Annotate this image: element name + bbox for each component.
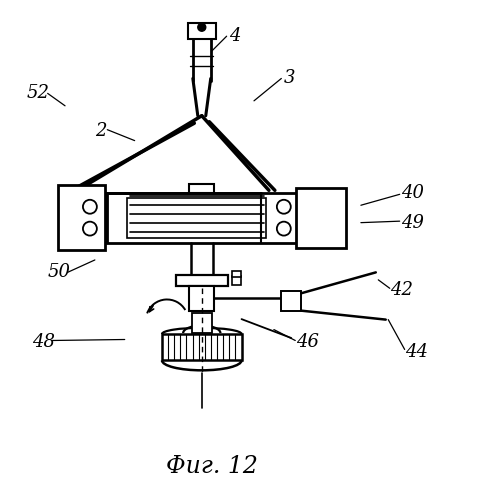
Bar	[107, 193, 306, 242]
Text: Фиг. 12: Фиг. 12	[166, 455, 258, 478]
Circle shape	[83, 200, 97, 213]
Bar	[188, 23, 216, 38]
Text: 49: 49	[401, 214, 424, 232]
Bar	[176, 275, 228, 286]
Text: 48: 48	[32, 333, 55, 351]
Circle shape	[277, 200, 291, 213]
Text: 40: 40	[401, 184, 424, 202]
Text: 3: 3	[284, 70, 295, 87]
Bar	[231, 271, 240, 277]
Bar	[189, 184, 214, 193]
Bar	[162, 334, 241, 360]
Text: 52: 52	[27, 84, 50, 102]
Text: 50: 50	[48, 264, 70, 281]
Text: 4: 4	[229, 27, 240, 45]
Circle shape	[198, 24, 206, 31]
Text: 44: 44	[404, 343, 428, 361]
Bar	[296, 188, 346, 248]
Circle shape	[83, 222, 97, 235]
Bar	[127, 198, 267, 237]
Text: 46: 46	[296, 333, 319, 351]
Text: 42: 42	[390, 281, 413, 299]
Bar	[281, 291, 301, 310]
Circle shape	[277, 222, 291, 235]
Text: 2: 2	[95, 122, 106, 140]
Bar	[57, 186, 105, 250]
Bar	[231, 276, 240, 285]
Bar	[192, 313, 212, 333]
Bar	[189, 286, 214, 310]
